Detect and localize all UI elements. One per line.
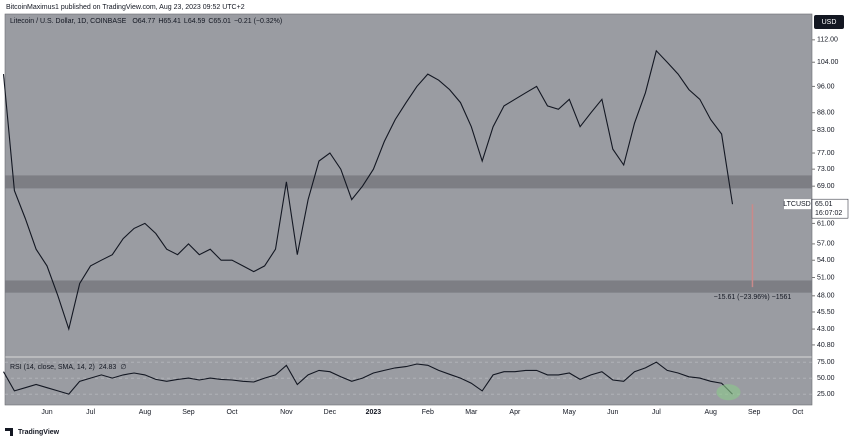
- ohlc-value: 65.01: [213, 18, 231, 25]
- rsi-value: 24.83: [99, 364, 117, 371]
- y-tick-label: 77.00: [817, 150, 835, 157]
- y-tick-label: 104.00: [817, 59, 839, 66]
- rsi-legend: RSI (14, close, SMA, 14, 2) 24.83 ∅: [10, 364, 126, 371]
- support-zone: [5, 280, 812, 293]
- symbol-box: [784, 199, 811, 210]
- x-tick-label: Aug: [139, 409, 152, 416]
- footer-logo: [5, 428, 13, 436]
- y-tick-label: 54.00: [817, 257, 835, 264]
- y-tick-label: 45.50: [817, 309, 835, 316]
- ohlc-key: C: [208, 18, 213, 25]
- price-label: 65.01: [815, 201, 833, 208]
- y-tick-label: 61.00: [817, 220, 835, 227]
- y-tick-label: 25.00: [817, 391, 835, 398]
- x-tick-label: Apr: [509, 409, 521, 416]
- measure-label: −15.61 (−23.96%) −1561: [714, 294, 792, 301]
- x-tick-label: Jul: [86, 409, 95, 416]
- legend: Litecoin / U.S. Dollar, 1D, COINBASE O64.…: [10, 18, 282, 25]
- ohlc-value: 64.77: [138, 18, 156, 25]
- legend-change: −0.21 (−0.32%): [234, 18, 282, 25]
- y-tick-label: 96.00: [817, 83, 835, 90]
- x-tick-label: Nov: [280, 409, 293, 416]
- y-tick-label: 40.80: [817, 342, 835, 349]
- rsi-pane: [5, 357, 812, 405]
- y-tick-label: 83.00: [817, 127, 835, 134]
- currency-label: USD: [822, 19, 837, 26]
- y-tick-label: 75.00: [817, 359, 835, 366]
- x-tick-label: Jun: [607, 409, 618, 416]
- footer-brand: TradingView: [18, 429, 60, 436]
- x-tick-label: Oct: [227, 409, 238, 416]
- ohlc-value: 64.59: [188, 18, 206, 25]
- y-tick-label: 57.00: [817, 241, 835, 248]
- x-tick-label: Jun: [41, 409, 52, 416]
- y-tick-label: 50.00: [817, 375, 835, 382]
- x-tick-label: Aug: [704, 409, 717, 416]
- currency-button[interactable]: [814, 15, 844, 29]
- ohlc-key: L: [184, 18, 188, 25]
- rsi-na: ∅: [120, 364, 126, 371]
- y-tick-label: 73.00: [817, 166, 835, 173]
- y-tick-label: 88.00: [817, 110, 835, 117]
- y-tick-label: 69.00: [817, 183, 835, 190]
- publish-header: BitcoinMaximus1 published on TradingView…: [6, 4, 245, 11]
- countdown-label: 16:07:02: [815, 210, 842, 217]
- y-tick-label: 48.00: [817, 293, 835, 300]
- rsi-line: [3, 361, 733, 395]
- x-tick-label: Jul: [652, 409, 661, 416]
- x-tick-label: Oct: [792, 409, 803, 416]
- x-tick-label: 2023: [366, 409, 382, 416]
- y-tick-label: 112.00: [817, 37, 838, 44]
- price-line: [2, 49, 734, 332]
- symbol-label: LTCUSD: [783, 201, 810, 208]
- legend-title: Litecoin / U.S. Dollar, 1D, COINBASE: [10, 18, 127, 25]
- x-tick-label: Sep: [182, 409, 195, 416]
- x-tick-label: Dec: [324, 409, 337, 416]
- y-tick-label: 51.00: [817, 274, 835, 281]
- support-zone: [5, 175, 812, 189]
- ohlc-value: 65.41: [163, 18, 181, 25]
- ohlc-key: O: [132, 18, 138, 25]
- rsi-title: RSI (14, close, SMA, 14, 2): [10, 364, 95, 371]
- x-tick-label: May: [563, 409, 577, 416]
- x-tick-label: Mar: [465, 409, 478, 416]
- price-box: [811, 198, 849, 219]
- rsi-highlight: [716, 384, 741, 401]
- ohlc-key: H: [158, 18, 163, 25]
- x-tick-label: Feb: [422, 409, 434, 416]
- y-tick-label: 43.00: [817, 326, 835, 333]
- x-tick-label: Sep: [748, 409, 761, 416]
